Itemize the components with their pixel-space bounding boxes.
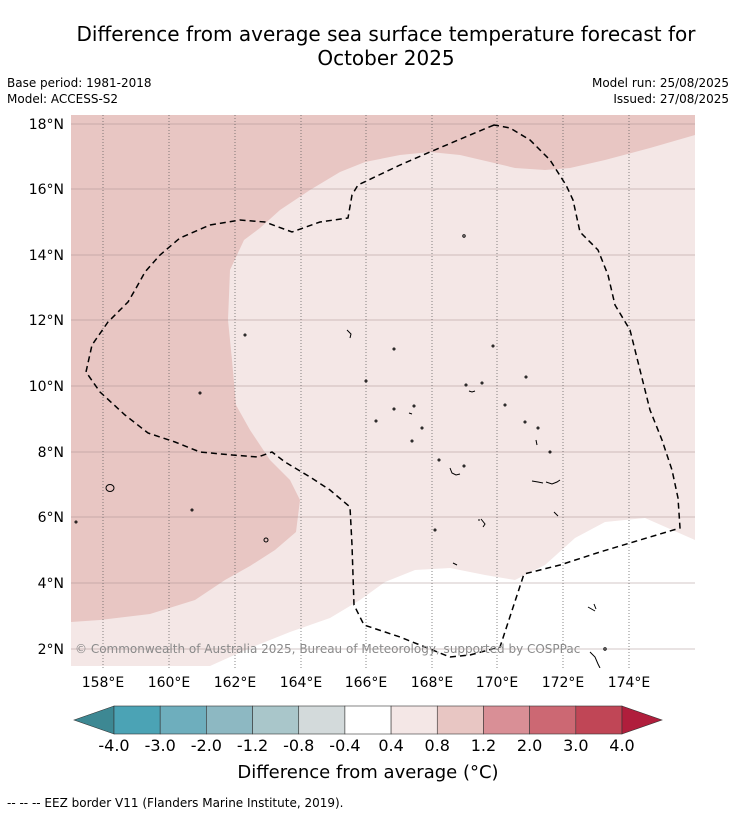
colorbar-title: Difference from average (°C)	[237, 762, 499, 783]
model-name: Model: ACCESS-S2	[7, 92, 119, 106]
lat-label: 16°N	[29, 182, 64, 198]
lat-label: 12°N	[29, 313, 64, 329]
latitude-labels: 18°N 16°N 14°N 12°N 10°N 8°N 6°N 4°N 2°N	[29, 117, 64, 658]
longitude-labels: 158°E 160°E 162°E 164°E 166°E 168°E 170°…	[82, 675, 651, 691]
colorbar-tick-label: 0.4	[378, 736, 403, 755]
footer-legend: -- -- -- EEZ border V11 (Flanders Marine…	[7, 796, 344, 810]
issued-date: Issued: 27/08/2025	[613, 92, 729, 106]
lon-label: 166°E	[345, 675, 388, 691]
meta-left: Base period: 1981-2018 Model: ACCESS-S2	[7, 75, 152, 107]
colorbar-cell	[252, 705, 300, 735]
eez-border	[85, 124, 681, 658]
colorbar-cell	[575, 705, 623, 735]
copyright-text: © Commonwealth of Australia 2025, Bureau…	[75, 642, 580, 656]
anomaly-region-0-8-1-2	[71, 115, 695, 622]
colorbar-cell	[298, 705, 346, 735]
colorbar-cell	[159, 705, 207, 735]
colorbar-tick-label: 0.8	[425, 736, 450, 755]
title-line-1: Difference from average sea surface temp…	[76, 22, 696, 46]
lon-label: 172°E	[542, 675, 585, 691]
colorbar-tick-label: -3.0	[145, 736, 176, 755]
colorbar-cell	[529, 705, 577, 735]
lat-label: 8°N	[38, 445, 64, 461]
colorbar-under-arrow	[73, 705, 115, 735]
colorbar-cells	[113, 705, 623, 735]
chart-title: Difference from average sea surface temp…	[30, 22, 736, 70]
lat-label: 2°N	[38, 642, 64, 658]
lon-label: 160°E	[148, 675, 191, 691]
colorbar-tick-label: -2.0	[191, 736, 222, 755]
colorbar-cell	[436, 705, 484, 735]
colorbar-cell	[206, 705, 253, 735]
colorbar-cell	[344, 705, 392, 735]
colorbar-tick-label: 4.0	[609, 736, 634, 755]
meridians	[102, 115, 630, 668]
model-run: Model run: 25/08/2025	[591, 76, 729, 90]
colorbar-tick-label: 1.2	[471, 736, 496, 755]
lat-label: 6°N	[38, 510, 64, 526]
lon-label: 170°E	[476, 675, 519, 691]
colorbar-cell	[483, 705, 530, 735]
lon-label: 168°E	[411, 675, 454, 691]
colorbar-cell	[113, 705, 161, 735]
map-plot-area: © Commonwealth of Australia 2025, Bureau…	[71, 115, 695, 668]
title-line-2: October 2025	[317, 46, 455, 70]
lon-label: 164°E	[280, 675, 323, 691]
islands	[74, 234, 607, 668]
lon-label: 162°E	[214, 675, 257, 691]
colorbar: -4.0 -3.0 -2.0 -1.2 -0.8 -0.4 0.4 0.8 1.2 2.0 3.0 4…	[73, 705, 663, 755]
colorbar-tick-label: -0.8	[283, 736, 314, 755]
lat-label: 18°N	[29, 117, 64, 133]
colorbar-labels: -4.0 -3.0 -2.0 -1.2 -0.8 -0.4 0.4 0.8 1.2 2.0 3.0 4…	[98, 736, 634, 755]
meta-right: Model run: 25/08/2025 Issued: 27/08/2025	[592, 75, 729, 107]
colorbar-tick-label: 2.0	[517, 736, 542, 755]
colorbar-tick-label: -1.2	[237, 736, 268, 755]
colorbar-tick-label: 3.0	[563, 736, 588, 755]
lon-label: 158°E	[82, 675, 125, 691]
lat-label: 14°N	[29, 248, 64, 264]
parallels	[71, 123, 695, 650]
lat-label: 10°N	[29, 379, 64, 395]
colorbar-cell	[390, 705, 438, 735]
lat-label: 4°N	[38, 576, 64, 592]
map-figure: © Commonwealth of Australia 2025, Bureau…	[29, 115, 695, 755]
colorbar-tick-label: -4.0	[98, 736, 129, 755]
base-period: Base period: 1981-2018	[7, 76, 152, 90]
colorbar-over-arrow	[621, 705, 663, 735]
lon-label: 174°E	[608, 675, 651, 691]
colorbar-tick-label: -0.4	[329, 736, 360, 755]
